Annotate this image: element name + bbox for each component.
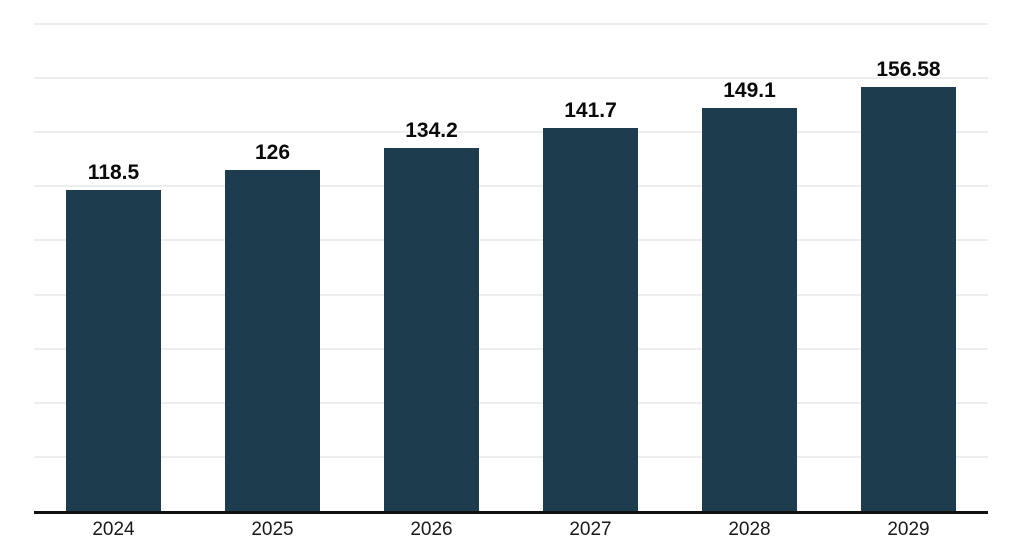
bar xyxy=(66,190,161,511)
gridline xyxy=(34,293,988,296)
gridline xyxy=(34,455,988,458)
bar-value-label: 118.5 xyxy=(87,161,140,185)
gridline xyxy=(34,131,988,134)
bar-group: 141.7 xyxy=(511,100,670,511)
bar xyxy=(861,87,956,511)
x-axis-tick-label: 2024 xyxy=(92,519,135,540)
x-axis-tick-label: 2029 xyxy=(887,519,930,540)
bar-value-label: 141.7 xyxy=(564,98,617,122)
x-axis-tick-label: 2028 xyxy=(728,519,771,540)
bar-group: 149.1 xyxy=(670,80,829,511)
gridline xyxy=(34,347,988,350)
x-axis-tick-label: 2027 xyxy=(569,519,612,540)
bar xyxy=(702,107,797,511)
bar-group: 126 xyxy=(193,142,352,511)
bar xyxy=(225,170,320,511)
x-axis-labels: 2024 2025 2026 2027 2028 2029 xyxy=(34,520,988,539)
gridline xyxy=(34,239,988,242)
gridline xyxy=(34,23,988,25)
gridline xyxy=(34,185,988,188)
bar-group: 118.5 xyxy=(34,162,193,511)
bar-value-label: 156.58 xyxy=(876,58,941,82)
plot-area: 118.5 126 134.2 141.7 149.1 156.58 xyxy=(34,23,988,511)
bar-value-label: 126 xyxy=(254,141,291,165)
bars-container: 118.5 126 134.2 141.7 149.1 156.58 xyxy=(34,24,988,511)
gridline xyxy=(34,77,988,80)
x-axis-tick-label: 2026 xyxy=(410,519,453,540)
x-axis-line xyxy=(34,511,988,514)
bar-value-label: 134.2 xyxy=(405,118,458,142)
x-axis-tick-label: 2025 xyxy=(251,519,294,540)
bar xyxy=(384,147,479,511)
bar-group: 156.58 xyxy=(829,59,988,511)
bar-group: 134.2 xyxy=(352,120,511,511)
gridline xyxy=(34,401,988,404)
bar-value-label: 149.1 xyxy=(723,78,776,102)
bar xyxy=(543,127,638,511)
